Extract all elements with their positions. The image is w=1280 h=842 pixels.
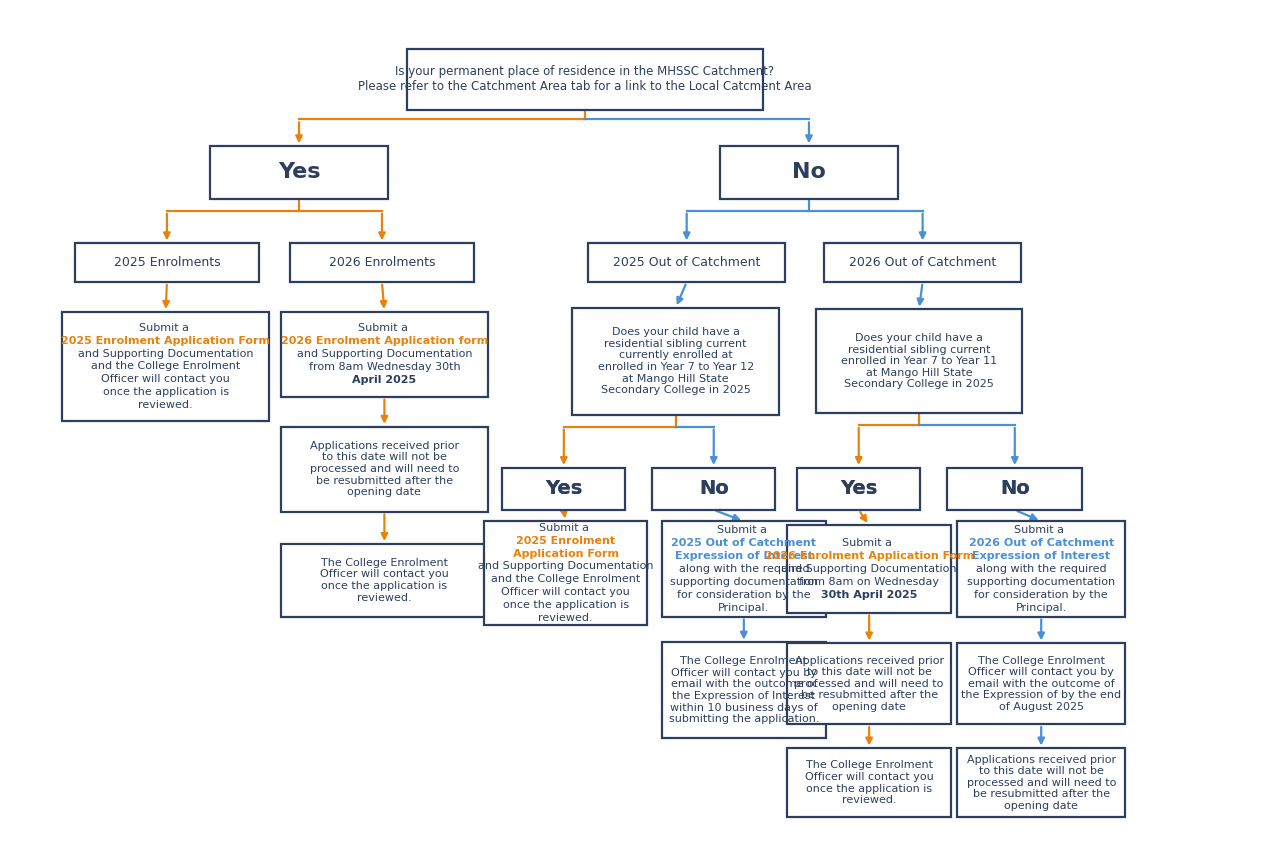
- FancyBboxPatch shape: [653, 468, 776, 510]
- Text: once the application is: once the application is: [102, 387, 229, 397]
- Text: 2026 Enrolments: 2026 Enrolments: [329, 256, 435, 269]
- FancyBboxPatch shape: [282, 544, 488, 616]
- FancyBboxPatch shape: [787, 525, 951, 613]
- Text: Officer will contact you: Officer will contact you: [502, 588, 630, 597]
- Text: Applications received prior
to this date will not be
processed and will need to
: Applications received prior to this date…: [795, 656, 943, 711]
- Text: 2025 Out of Catchment: 2025 Out of Catchment: [613, 256, 760, 269]
- FancyBboxPatch shape: [210, 147, 388, 199]
- Text: supporting documentation: supporting documentation: [968, 577, 1115, 587]
- Text: Yes: Yes: [840, 479, 877, 498]
- Text: Principal.: Principal.: [1015, 603, 1066, 613]
- Text: Principal.: Principal.: [718, 603, 769, 613]
- Text: No: No: [699, 479, 728, 498]
- FancyBboxPatch shape: [662, 642, 826, 738]
- FancyBboxPatch shape: [787, 643, 951, 724]
- Text: Applications received prior
to this date will not be
processed and will need to
: Applications received prior to this date…: [310, 441, 460, 498]
- Text: along with the required: along with the required: [975, 564, 1106, 574]
- FancyBboxPatch shape: [407, 49, 763, 109]
- Text: reviewed.: reviewed.: [138, 400, 193, 410]
- Text: No: No: [699, 479, 728, 498]
- Text: Expression of Interest: Expression of Interest: [675, 551, 813, 561]
- Text: 2026 Enrolment Application Form: 2026 Enrolment Application Form: [764, 551, 974, 561]
- Text: and Supporting Documentation: and Supporting Documentation: [781, 564, 957, 574]
- FancyBboxPatch shape: [824, 243, 1021, 282]
- Text: 2026 Enrolment Application form: 2026 Enrolment Application form: [280, 337, 488, 346]
- Text: Submit a: Submit a: [717, 525, 771, 536]
- FancyBboxPatch shape: [815, 310, 1023, 413]
- FancyBboxPatch shape: [957, 643, 1125, 724]
- Text: No: No: [792, 163, 826, 183]
- Text: 30th April 2025: 30th April 2025: [820, 589, 918, 600]
- Text: Submit a: Submit a: [842, 538, 896, 548]
- Text: and Supporting Documentation: and Supporting Documentation: [297, 349, 472, 360]
- Text: along with the required: along with the required: [678, 564, 809, 574]
- FancyBboxPatch shape: [282, 312, 488, 397]
- Text: Submit a: Submit a: [357, 323, 411, 333]
- Text: 2026 Out of Catchment: 2026 Out of Catchment: [849, 256, 996, 269]
- Text: Submit a: Submit a: [140, 322, 192, 333]
- Text: supporting documentation: supporting documentation: [669, 577, 818, 587]
- FancyBboxPatch shape: [589, 243, 785, 282]
- Text: Submit a: Submit a: [539, 523, 593, 533]
- Text: Yes: Yes: [840, 479, 877, 498]
- FancyBboxPatch shape: [957, 521, 1125, 616]
- Text: 2025 Enrolment Application Form: 2025 Enrolment Application Form: [61, 336, 270, 345]
- Text: Officer will contact you: Officer will contact you: [101, 375, 230, 384]
- Text: Yes: Yes: [278, 163, 320, 183]
- Text: from 8am Wednesday 30th: from 8am Wednesday 30th: [308, 362, 461, 372]
- Text: No: No: [1000, 479, 1029, 498]
- FancyBboxPatch shape: [74, 243, 259, 282]
- FancyBboxPatch shape: [289, 243, 474, 282]
- Text: reviewed.: reviewed.: [539, 613, 593, 623]
- Text: for consideration by the: for consideration by the: [974, 589, 1108, 600]
- Text: Does your child have a
residential sibling current
enrolled in Year 7 to Year 11: Does your child have a residential sibli…: [841, 333, 997, 389]
- Text: The College Enrolment
Officer will contact you by
email with the outcome of
the : The College Enrolment Officer will conta…: [668, 656, 819, 724]
- Text: Applications received prior
to this date will not be
processed and will need to
: Applications received prior to this date…: [966, 754, 1116, 811]
- Text: Application Form: Application Form: [513, 549, 618, 558]
- Text: and Supporting Documentation: and Supporting Documentation: [78, 349, 253, 359]
- FancyBboxPatch shape: [282, 427, 488, 512]
- Text: Yes: Yes: [545, 479, 582, 498]
- Text: from 8am on Wednesday: from 8am on Wednesday: [799, 577, 940, 587]
- Text: Expression of Interest: Expression of Interest: [973, 551, 1110, 561]
- Text: Yes: Yes: [545, 479, 582, 498]
- Text: April 2025: April 2025: [352, 376, 416, 385]
- FancyBboxPatch shape: [947, 468, 1083, 510]
- Text: Submit a: Submit a: [1015, 525, 1068, 536]
- Text: 2025 Out of Catchment: 2025 Out of Catchment: [671, 538, 817, 548]
- Text: Is your permanent place of residence in the MHSSC Catchment?
Please refer to the: Is your permanent place of residence in …: [358, 66, 812, 93]
- Text: and the College Enrolment: and the College Enrolment: [91, 361, 241, 371]
- Text: for consideration by the: for consideration by the: [677, 589, 810, 600]
- Text: The College Enrolment
Officer will contact you by
email with the outcome of
the : The College Enrolment Officer will conta…: [961, 656, 1121, 711]
- FancyBboxPatch shape: [957, 749, 1125, 817]
- FancyBboxPatch shape: [572, 308, 778, 414]
- Text: The College Enrolment
Officer will contact you
once the application is
reviewed.: The College Enrolment Officer will conta…: [320, 558, 449, 603]
- FancyBboxPatch shape: [502, 468, 625, 510]
- FancyBboxPatch shape: [484, 521, 648, 625]
- FancyBboxPatch shape: [63, 312, 269, 421]
- FancyBboxPatch shape: [787, 749, 951, 817]
- FancyBboxPatch shape: [719, 147, 899, 199]
- Text: once the application is: once the application is: [503, 600, 628, 610]
- FancyBboxPatch shape: [797, 468, 920, 510]
- Text: 2026 Out of Catchment: 2026 Out of Catchment: [969, 538, 1114, 548]
- Text: The College Enrolment
Officer will contact you
once the application is
reviewed.: The College Enrolment Officer will conta…: [805, 760, 933, 805]
- Text: 2025 Enrolments: 2025 Enrolments: [114, 256, 220, 269]
- Text: 2025 Enrolment: 2025 Enrolment: [516, 536, 616, 546]
- Text: and the College Enrolment: and the College Enrolment: [492, 574, 640, 584]
- Text: Does your child have a
residential sibling current
currently enrolled at
enrolle: Does your child have a residential sibli…: [598, 328, 754, 395]
- Text: No: No: [1000, 479, 1029, 498]
- Text: and Supporting Documentation: and Supporting Documentation: [477, 562, 653, 572]
- FancyBboxPatch shape: [662, 521, 826, 616]
